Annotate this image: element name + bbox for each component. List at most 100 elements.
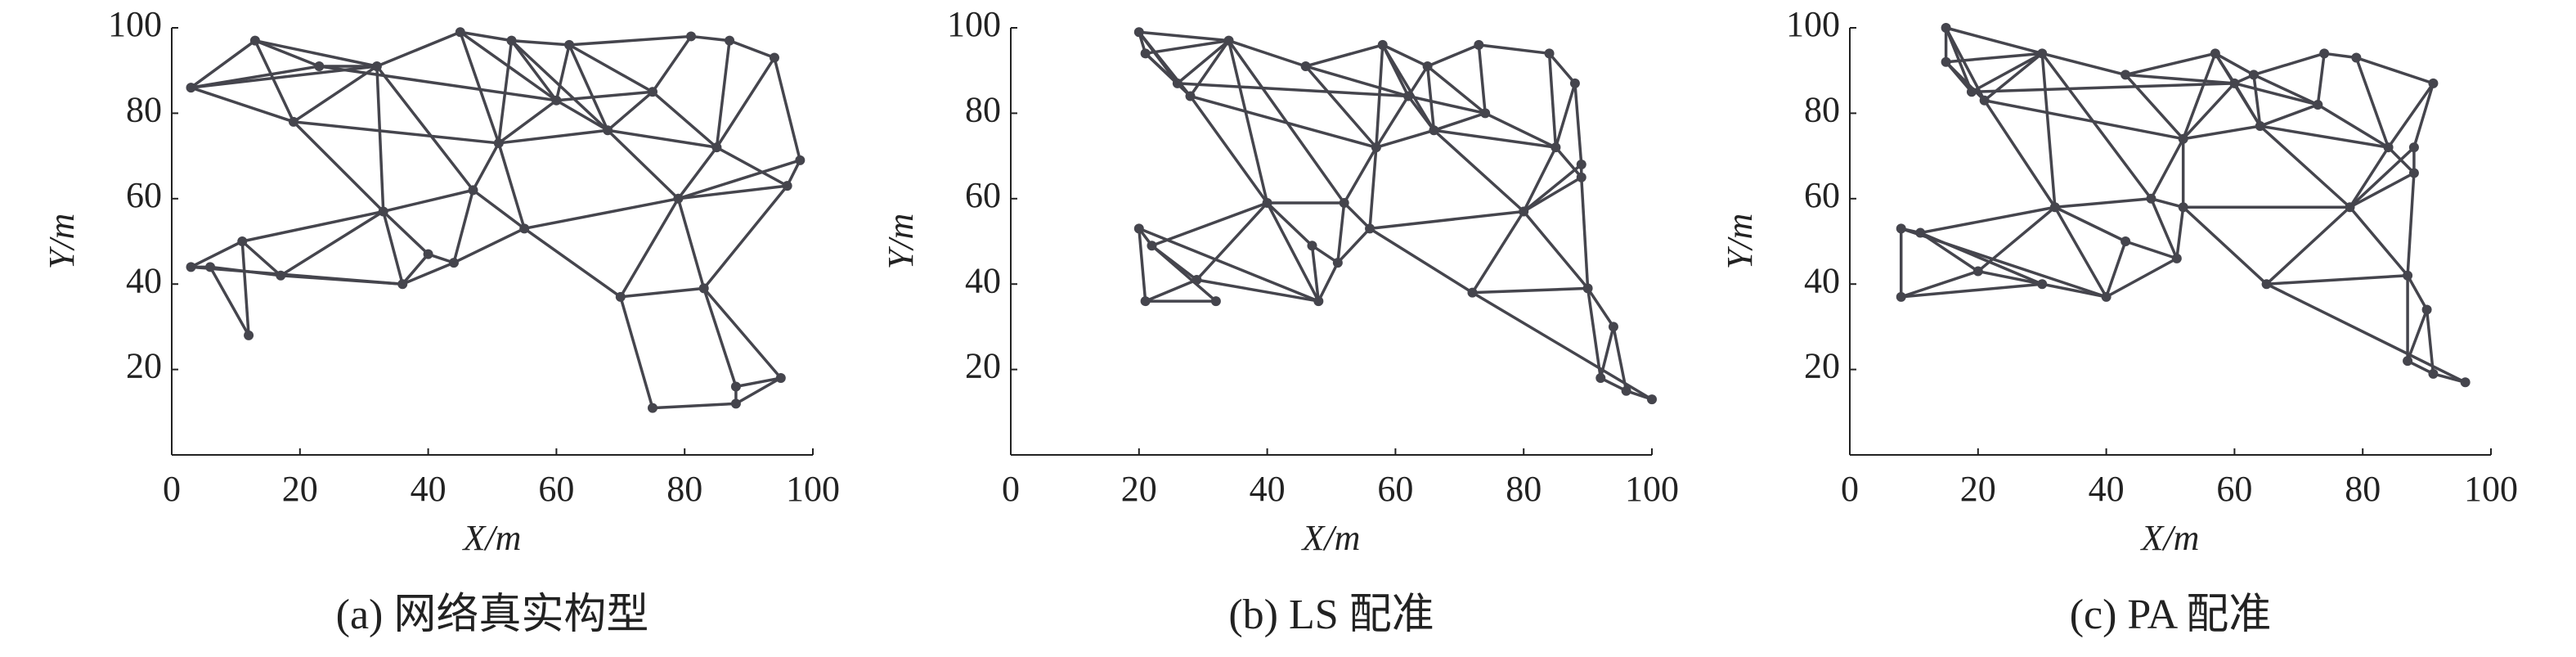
edge xyxy=(1138,228,1147,302)
edge xyxy=(1144,278,1198,303)
node xyxy=(603,125,613,136)
edge xyxy=(2214,52,2262,127)
y-axis-label: Y/m xyxy=(881,214,921,269)
edge xyxy=(292,65,378,124)
node xyxy=(725,35,735,46)
edge xyxy=(2125,52,2216,77)
edge xyxy=(1971,82,2235,94)
edge xyxy=(401,253,429,286)
edge xyxy=(1138,31,1192,97)
node xyxy=(1474,39,1484,50)
node xyxy=(237,236,248,246)
node xyxy=(1621,385,1631,396)
edge xyxy=(2253,52,2325,77)
x-tick-label: 60 xyxy=(538,469,574,509)
edge xyxy=(2259,124,2351,209)
x-tick-label: 100 xyxy=(786,469,840,509)
edge xyxy=(319,65,557,102)
node xyxy=(205,262,216,272)
x-tick-label: 100 xyxy=(1625,469,1679,509)
node xyxy=(711,142,722,153)
y-tick-label: 20 xyxy=(126,346,162,386)
node xyxy=(775,373,786,384)
node xyxy=(1915,227,1926,238)
edge xyxy=(1554,83,1577,148)
edge xyxy=(2265,282,2466,384)
edge xyxy=(2387,82,2435,149)
edge xyxy=(606,90,654,132)
edge xyxy=(2425,309,2435,374)
node xyxy=(551,95,562,106)
edge xyxy=(2317,103,2390,149)
edge xyxy=(510,39,558,101)
x-tick-label: 60 xyxy=(2216,469,2252,509)
edge xyxy=(190,86,294,124)
edge xyxy=(1573,83,1583,165)
caption: (a) 网络真实构型 xyxy=(336,592,649,638)
edge xyxy=(1375,44,1384,148)
node xyxy=(1941,23,1951,33)
node xyxy=(2351,52,2362,63)
edge xyxy=(209,266,250,336)
node xyxy=(2319,48,2330,59)
edge xyxy=(702,287,738,388)
edge xyxy=(690,34,730,43)
edge xyxy=(511,38,570,47)
x-tick-label: 40 xyxy=(411,469,447,509)
edge xyxy=(2183,124,2261,141)
edge xyxy=(678,184,788,200)
edge xyxy=(651,35,693,93)
node xyxy=(2383,142,2394,153)
edge xyxy=(2040,52,2152,200)
edge xyxy=(2041,52,2126,77)
node xyxy=(1192,274,1202,285)
edge xyxy=(1343,146,1378,204)
edge xyxy=(1479,43,1550,56)
node xyxy=(1582,283,1593,294)
edge xyxy=(1523,176,1582,213)
node xyxy=(1647,394,1657,405)
node xyxy=(1544,48,1555,59)
edge xyxy=(568,43,653,93)
node xyxy=(2178,133,2188,144)
edge xyxy=(254,39,295,123)
node xyxy=(615,291,626,302)
edge xyxy=(1901,282,2043,299)
node xyxy=(448,258,459,268)
edge xyxy=(452,189,475,263)
node xyxy=(2313,99,2323,110)
x-tick-label: 80 xyxy=(1506,469,1542,509)
y-tick-label: 20 xyxy=(965,346,1001,386)
edge xyxy=(497,99,558,145)
edge xyxy=(2406,173,2416,276)
edge xyxy=(241,209,384,243)
edge xyxy=(1522,210,1589,290)
node xyxy=(2037,279,2048,290)
edge xyxy=(1228,38,1307,68)
node xyxy=(314,61,325,71)
node xyxy=(1313,296,1324,307)
node xyxy=(1262,198,1272,209)
edge xyxy=(1984,99,2184,141)
edge xyxy=(1426,65,1487,115)
node xyxy=(1941,56,1951,67)
edge xyxy=(2054,197,2152,209)
node xyxy=(2049,202,2060,213)
node xyxy=(2408,168,2419,178)
node xyxy=(2421,304,2432,315)
node xyxy=(564,39,575,50)
edge xyxy=(1196,201,1268,281)
node xyxy=(468,185,478,196)
y-tick-label: 40 xyxy=(1804,260,1840,300)
edge xyxy=(383,188,473,214)
y-tick-label: 40 xyxy=(965,260,1001,300)
node xyxy=(1422,61,1433,71)
edge xyxy=(651,90,718,149)
edge xyxy=(2149,137,2185,200)
x-tick-label: 40 xyxy=(1250,469,1286,509)
caption: (c) PA 配准 xyxy=(2070,592,2272,638)
edge xyxy=(1138,227,1319,303)
edge xyxy=(1381,43,1429,68)
edge xyxy=(1310,245,1321,302)
panel: 20 40 60 80 100 0 20 40 60 80 100 X/m Y/m (c) PA 配准 xyxy=(1720,4,2518,638)
